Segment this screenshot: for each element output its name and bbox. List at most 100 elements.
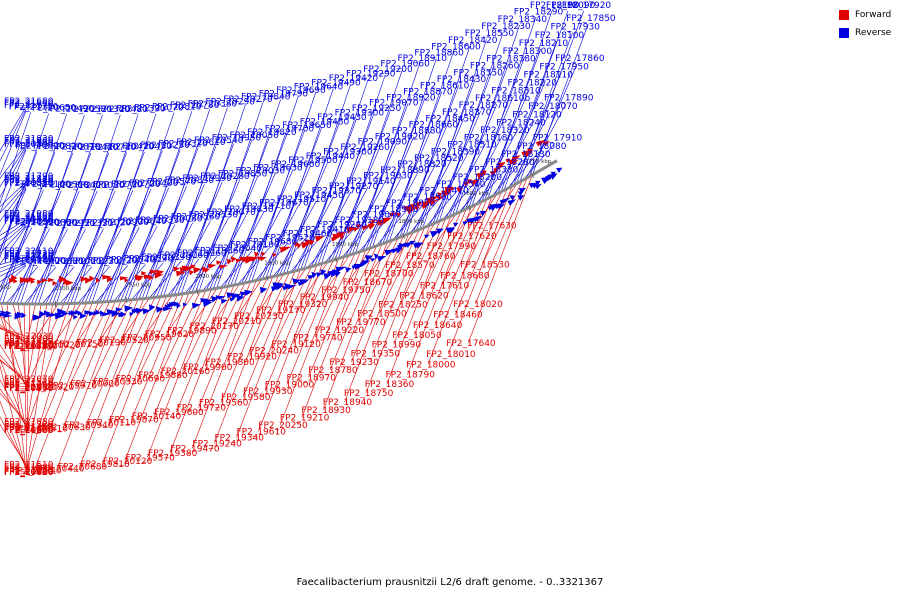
leader-line xyxy=(30,303,59,346)
leader-line xyxy=(0,226,27,265)
reverse-gene-arrow xyxy=(133,307,139,314)
gene-label: FP2_17850 xyxy=(566,14,616,24)
forward-gene-arrow xyxy=(106,276,114,283)
leader-line xyxy=(0,219,27,236)
ruler-tick-label: 2100 kbp xyxy=(55,286,81,292)
forward-gene-arrow xyxy=(190,264,197,269)
gene-label: FP2_20260 xyxy=(4,426,54,436)
gene-label: FP2_20650 xyxy=(27,104,77,114)
forward-gene-arrow xyxy=(85,277,92,284)
gene-label: FP2_19940 xyxy=(300,293,350,303)
forward-gene-arrow xyxy=(429,195,440,202)
forward-gene-arrow xyxy=(41,278,49,283)
gene-label: FP2_19440 xyxy=(306,152,356,162)
gene-label: FP2_20400 xyxy=(129,179,179,189)
leader-line xyxy=(227,277,268,363)
gene-label: FP2_21270 xyxy=(4,466,54,476)
reverse-gene-arrow xyxy=(316,272,323,278)
leader-line xyxy=(138,185,187,300)
gene-label: FP2_18380 xyxy=(486,54,536,64)
leader-line xyxy=(127,111,193,301)
leader-line xyxy=(0,113,49,259)
leader-line xyxy=(0,187,27,233)
leader-line xyxy=(445,143,486,219)
forward-gene-arrow xyxy=(505,158,511,163)
gene-label: FP2_20320 xyxy=(158,140,208,150)
genome-backbone-arc xyxy=(0,159,558,306)
gene-label: FP2_21880 xyxy=(4,418,54,428)
gene-label: FP2_19800 xyxy=(205,358,255,368)
leader-line xyxy=(153,290,207,417)
gene-label: FP2_20050 xyxy=(230,131,280,141)
leader-line xyxy=(351,235,404,363)
reverse-gene-arrow xyxy=(405,242,412,248)
reverse-gene-arrow xyxy=(16,311,23,317)
gene-label: FP2_18340 xyxy=(498,15,548,25)
forward-gene-arrow xyxy=(260,251,266,257)
leader-line xyxy=(113,264,146,302)
gene-label: FP2_18500 xyxy=(357,310,407,320)
legend-forward-label: Forward xyxy=(855,10,892,20)
gene-label: FP2_20110 xyxy=(87,419,137,429)
leader-line xyxy=(497,80,546,194)
gene-label: FP2_21250 xyxy=(140,141,190,151)
gene-arrows-layer xyxy=(0,140,563,321)
forward-gene-arrow xyxy=(207,263,217,269)
gene-label: FP2_21060 xyxy=(52,257,102,267)
leader-line xyxy=(365,225,431,394)
gene-label: FP2_18570 xyxy=(385,261,435,271)
reverse-gene-arrow xyxy=(338,266,347,271)
gene-label: FP2_20280 xyxy=(200,172,250,182)
leader-line xyxy=(0,186,27,222)
leader-line xyxy=(448,203,477,247)
gene-label: FP2_19320 xyxy=(278,300,328,310)
gene-label: FP2_18190 xyxy=(530,1,580,11)
leader-line xyxy=(102,295,167,465)
reverse-gene-arrow xyxy=(361,260,370,266)
leader-line xyxy=(277,267,307,311)
gene-label: FP2_21260 xyxy=(4,380,54,390)
gene-label: FP2_21180 xyxy=(4,465,54,475)
gene-label: FP2_19660 xyxy=(271,160,321,170)
leader-line xyxy=(321,74,386,264)
gene-label: FP2_19430 xyxy=(317,113,367,123)
gene-label: FP2_18120 xyxy=(512,110,562,120)
leader-line xyxy=(30,190,80,305)
leader-line xyxy=(0,108,27,162)
gene-label: FP2_18290 xyxy=(514,7,564,17)
gene-label: FP2_20000 xyxy=(70,380,120,390)
gene-label: FP2_20230 xyxy=(234,312,284,322)
leader-line xyxy=(59,266,93,304)
gene-label: FP2_20080 xyxy=(153,215,203,225)
gene-label: FP2_20680 xyxy=(58,463,108,473)
leader-line xyxy=(66,190,116,304)
leader-line xyxy=(478,128,519,204)
leader-line xyxy=(265,127,323,279)
gene-label: FP2_17950 xyxy=(539,62,589,72)
leader-line xyxy=(0,259,27,269)
forward-gene-arrow xyxy=(294,241,300,248)
gene-label: FP2_18260 xyxy=(470,62,520,72)
gene-label: FP2_20180 xyxy=(8,342,58,352)
gene-label: FP2_18400 xyxy=(57,181,107,191)
leader-line xyxy=(0,106,27,152)
leader-line xyxy=(25,303,70,430)
gene-label: FP2_19040 xyxy=(352,211,402,221)
reverse-gene-arrow xyxy=(475,212,481,217)
leader-line xyxy=(357,237,399,323)
leader-line xyxy=(16,152,74,304)
gene-label: FP2_19350 xyxy=(351,349,401,359)
gene-label: FP2_18100 xyxy=(535,31,585,41)
leader-line xyxy=(0,359,27,382)
gene-label: FP2_21980 xyxy=(4,210,54,220)
gene-label: FP2_19670 xyxy=(259,199,309,209)
gene-label: FP2_18210 xyxy=(519,39,569,49)
gene-label: FP2_21520 xyxy=(4,378,54,388)
gene-label: FP2_20830 xyxy=(165,176,215,186)
reverse-gene-arrow xyxy=(409,240,416,245)
reverse-gene-arrow xyxy=(479,210,487,217)
gene-label: FP2_20030 xyxy=(236,167,286,177)
forward-gene-arrow xyxy=(65,279,74,286)
forward-gene-arrow xyxy=(124,278,129,283)
gene-label: FP2_17930 xyxy=(551,23,601,33)
